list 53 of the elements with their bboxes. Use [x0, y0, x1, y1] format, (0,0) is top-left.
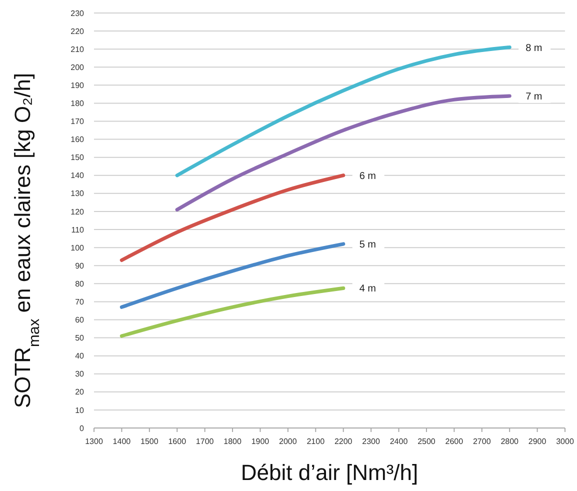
x-tick-label: 1400: [112, 437, 132, 446]
x-tick-label: 1800: [224, 437, 242, 446]
x-tick-label: 1500: [140, 437, 159, 446]
line-series: [175, 94, 512, 212]
x-tick-label: 1900: [251, 437, 270, 446]
y-tick-label: 190: [70, 80, 85, 90]
y-tick-label: 230: [70, 8, 85, 18]
y-tick-label: 10: [75, 406, 85, 415]
y-tick-label: 150: [70, 153, 85, 162]
series-label: 6 m: [359, 170, 376, 182]
series-label: 7 m: [526, 92, 542, 102]
y-tick-label: 220: [70, 26, 85, 36]
y-tick-label: 40: [75, 352, 85, 361]
x-tick-label: 2600: [445, 437, 464, 446]
y-tick-label: 50: [75, 334, 85, 343]
y-tick-label: 90: [75, 261, 85, 270]
x-tick-label: 3000: [556, 437, 574, 446]
y-tick-label: 20: [75, 388, 85, 397]
y-tick-label: 140: [70, 171, 85, 180]
x-tick-label: 2200: [334, 437, 353, 446]
x-tick-label: 2100: [306, 437, 326, 446]
x-tick-label: 2700: [472, 437, 492, 446]
line-series: [120, 174, 346, 262]
x-tick-label: 2900: [528, 437, 547, 446]
y-tick-label: 170: [70, 117, 85, 126]
series-label: 5 m: [359, 239, 376, 250]
x-tick-label: 1300: [85, 437, 104, 446]
y-tick-label: 80: [75, 279, 85, 288]
y-tick-label: 130: [70, 189, 85, 198]
x-tick-label: 1700: [196, 437, 214, 446]
x-tick-label: 2800: [500, 437, 520, 446]
y-tick-label: 70: [75, 297, 85, 306]
y-tick-label: 30: [75, 370, 85, 379]
y-tick-label: 200: [70, 62, 85, 72]
line-series: [175, 45, 512, 178]
y-tick-label: 60: [75, 316, 85, 325]
y-tick-label: 120: [70, 207, 85, 216]
y-tick-label: 0: [80, 424, 85, 433]
x-tick-label: 2400: [390, 437, 408, 446]
y-tick-label: 180: [70, 99, 85, 108]
x-axis-title: Débit d’air [Nm³/h]: [240, 460, 418, 485]
x-tick-label: 2300: [362, 437, 381, 446]
series-label: 8 m: [526, 42, 542, 54]
line-series: [120, 242, 346, 309]
x-tick-label: 2000: [279, 437, 298, 446]
y-tick-label: 210: [70, 44, 85, 54]
y-tick-label: 160: [70, 135, 85, 144]
y-tick-label: 100: [70, 243, 85, 252]
x-tick-label: 2500: [418, 437, 436, 446]
series-label: 4 m: [359, 284, 376, 295]
line-series: [120, 286, 346, 338]
x-tick-label: 1600: [168, 437, 187, 446]
y-tick-label: 110: [71, 225, 85, 234]
